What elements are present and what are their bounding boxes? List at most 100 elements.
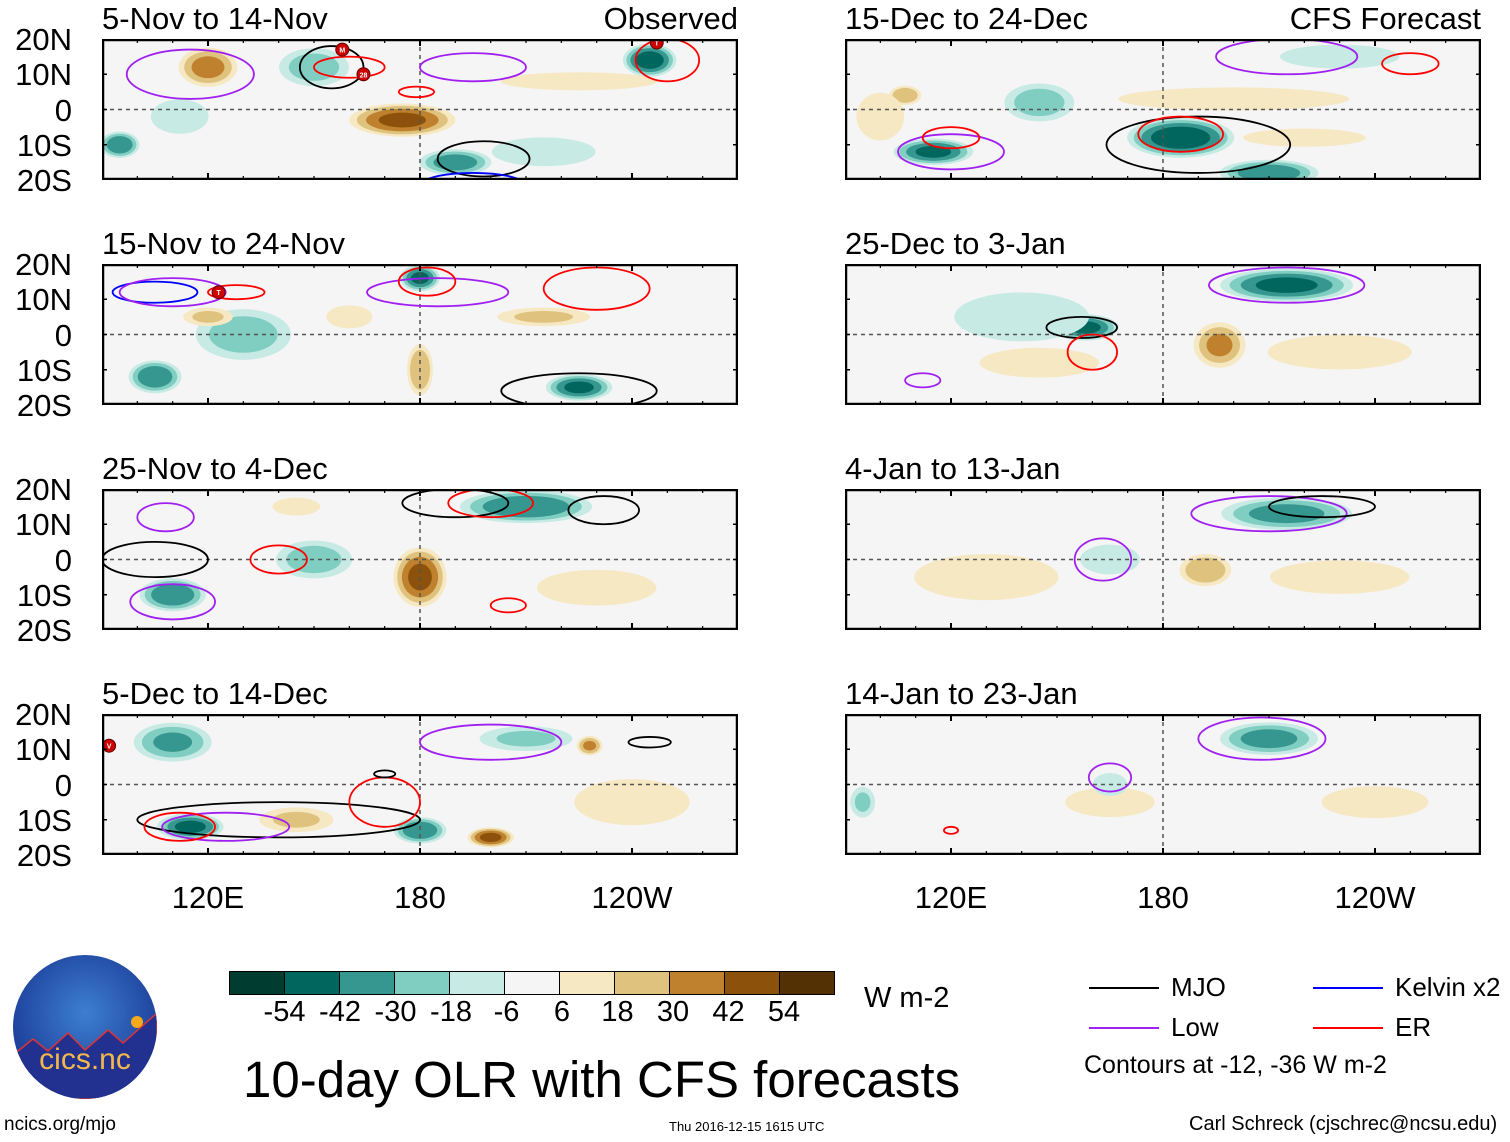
contour-kelvin [111, 280, 199, 304]
lat-label: 10N [15, 507, 72, 543]
colorbar-tick-label: -42 [319, 996, 361, 1028]
contour-er [634, 39, 701, 83]
legend-label: Low [1171, 1012, 1219, 1042]
anomaly-mark [479, 832, 502, 843]
colorbar-tick-label: -18 [430, 996, 472, 1028]
panel-frame [102, 714, 738, 855]
contour-er [143, 811, 216, 842]
logo-text: cics.nc [39, 1043, 131, 1076]
map-panel [845, 39, 1481, 180]
contour-low [1073, 537, 1133, 582]
anomaly-mark [1240, 729, 1298, 749]
site-link[interactable]: ncics.org/mjo [4, 1114, 116, 1135]
svg-text:28: 28 [360, 72, 368, 79]
colorbar-swatch [780, 972, 834, 994]
contour-er [1137, 115, 1224, 153]
legend-note: Contours at -12, -36 W m-2 [1084, 1051, 1387, 1079]
legend-line-er [1313, 1027, 1383, 1029]
lat-label: 10N [15, 732, 72, 768]
lat-label: 10S [16, 127, 72, 163]
anomaly-mark [174, 820, 206, 833]
anomaly-mark [574, 779, 690, 826]
legend-line-mjo [1089, 987, 1159, 989]
anomaly-mark [192, 311, 224, 323]
lat-label: 20S [16, 163, 72, 198]
lat-label: 20N [15, 697, 72, 732]
svg-text:V: V [107, 744, 112, 751]
lat-label: 0 [54, 767, 72, 803]
contour-mjo [1045, 315, 1118, 339]
panel-frame [845, 714, 1481, 855]
anomaly-mark [378, 112, 427, 128]
anomaly-mark [433, 154, 478, 171]
anomaly-mark [272, 811, 320, 828]
anomaly-mark [137, 366, 173, 388]
anomaly-mark [1237, 164, 1301, 180]
anomaly-mark [854, 792, 871, 812]
contour-er [1381, 52, 1440, 76]
anomaly-mark [1269, 560, 1410, 594]
anomaly-mark [979, 347, 1100, 378]
anomaly-mark [153, 732, 193, 752]
colorbar-swatch [395, 972, 450, 994]
contour-mjo [298, 45, 365, 90]
lat-label: 0 [54, 317, 72, 353]
panel-title: 25-Nov to 4-Dec [102, 451, 328, 486]
lat-label: 10S [16, 802, 72, 838]
anomaly-mark [514, 311, 574, 323]
anomaly-mark [1321, 786, 1429, 819]
contour-low [419, 723, 563, 761]
contour-low [1215, 39, 1359, 76]
anomaly-field [133, 722, 690, 848]
colorbar-swatch [615, 972, 670, 994]
contour-er [249, 544, 308, 575]
map-panel [102, 489, 738, 630]
contour-er [397, 266, 457, 297]
contour-er [313, 55, 386, 79]
anomaly-mark [1065, 787, 1155, 818]
lat-label: 0 [54, 92, 72, 128]
panel-frame [845, 264, 1481, 405]
lat-label: 20N [15, 247, 72, 282]
contour-mjo [1268, 495, 1376, 519]
panel-title: 5-Nov to 14-Nov [102, 1, 328, 36]
colorbar-tick-label: 54 [767, 996, 801, 1028]
contour-low [1087, 762, 1133, 793]
panel-title: 5-Dec to 14-Dec [102, 676, 328, 711]
contour-low [125, 48, 255, 100]
colorbar-swatch [670, 972, 725, 994]
contour-mjo [500, 372, 658, 405]
anomaly-mark [106, 136, 133, 154]
map-panel [845, 489, 1481, 630]
figure-title: 10-day OLR with CFS forecasts [243, 1051, 961, 1108]
anomaly-field [914, 497, 1410, 601]
lat-label: 0 [54, 542, 72, 578]
anomaly-mark [635, 51, 664, 69]
contour-mjo [373, 769, 397, 779]
svg-text:M: M [339, 48, 345, 55]
anomaly-mark [286, 545, 342, 574]
panel-title: 15-Dec to 24-Dec [845, 1, 1088, 36]
contour-er [1066, 333, 1118, 371]
storm-marker: M [335, 42, 350, 57]
contour-er [447, 489, 534, 519]
map-panel [845, 264, 1481, 405]
panel-frame [845, 489, 1481, 630]
map-panel: V [102, 714, 738, 855]
colorbar-tick-label: -30 [374, 996, 417, 1028]
anomaly-field [850, 722, 1429, 819]
contour-mjo [1105, 115, 1292, 174]
colorbar-tick-label: 42 [712, 996, 745, 1028]
lat-label: 10N [15, 57, 72, 93]
anomaly-mark [209, 316, 278, 353]
contour-low [1208, 266, 1366, 304]
contour-er [921, 126, 981, 150]
anomaly-field [856, 44, 1400, 180]
colorbar-swatch [560, 972, 615, 994]
svg-text:T: T [216, 290, 221, 297]
lon-label: 120W [1334, 880, 1416, 915]
anomaly-mark [914, 554, 1059, 601]
colorbar-swatch [340, 972, 395, 994]
anomaly-mark [1279, 44, 1400, 69]
contour-low [897, 133, 1005, 171]
